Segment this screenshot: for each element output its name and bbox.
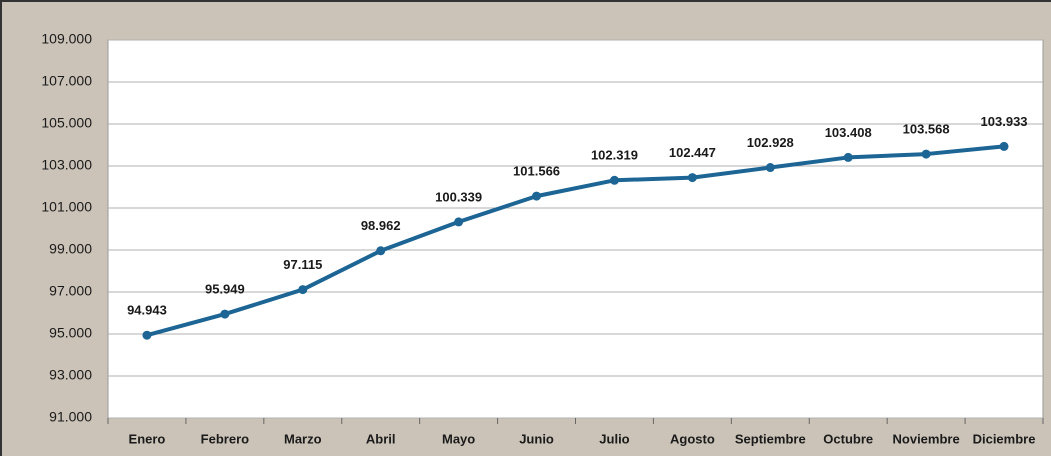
point bbox=[298, 285, 308, 295]
y-tick-label: 105.000 bbox=[41, 115, 92, 131]
x-tick-label: Noviembre bbox=[893, 431, 960, 446]
x-tick-label: Mayo bbox=[442, 431, 475, 446]
y-tick-label: 109.000 bbox=[41, 31, 92, 47]
point bbox=[765, 163, 775, 173]
x-tick-label: Junio bbox=[519, 431, 554, 446]
data-label: 103.568 bbox=[903, 122, 950, 137]
data-label: 95.949 bbox=[205, 282, 245, 297]
y-tick-label: 97.000 bbox=[49, 283, 92, 299]
point bbox=[376, 246, 386, 256]
x-tick-label: Febrero bbox=[201, 431, 249, 446]
data-label: 97.115 bbox=[283, 257, 322, 272]
point bbox=[220, 309, 230, 319]
x-tick-label: Agosto bbox=[670, 431, 715, 446]
y-tick-label: 95.000 bbox=[49, 325, 92, 341]
point bbox=[843, 152, 853, 162]
point bbox=[532, 191, 542, 201]
point bbox=[999, 141, 1009, 151]
y-tick-label: 103.000 bbox=[41, 157, 92, 173]
data-label: 103.933 bbox=[981, 114, 1028, 129]
data-label: 101.566 bbox=[513, 164, 560, 179]
data-label: 103.408 bbox=[825, 125, 872, 140]
x-tick-label: Marzo bbox=[284, 431, 322, 446]
data-label: 102.319 bbox=[591, 148, 638, 163]
data-label: 102.447 bbox=[669, 145, 716, 160]
plot-area bbox=[107, 39, 1044, 419]
x-tick-label: Septiembre bbox=[735, 431, 806, 446]
y-tick-label: 101.000 bbox=[41, 199, 92, 215]
data-label: 94.943 bbox=[127, 303, 167, 318]
point bbox=[609, 175, 619, 185]
point bbox=[142, 330, 152, 340]
point bbox=[687, 173, 697, 183]
data-label: 98.962 bbox=[361, 218, 401, 233]
x-tick-label: Diciembre bbox=[973, 431, 1036, 446]
y-tick-label: 91.000 bbox=[49, 409, 92, 425]
x-tick-label: Enero bbox=[129, 431, 166, 446]
point bbox=[454, 217, 464, 227]
y-tick-label: 93.000 bbox=[49, 367, 92, 383]
data-label: 100.339 bbox=[435, 189, 482, 204]
x-tick-label: Octubre bbox=[823, 431, 873, 446]
point bbox=[921, 149, 931, 159]
y-tick-label: 99.000 bbox=[49, 241, 92, 257]
x-tick-label: Abril bbox=[366, 431, 396, 446]
x-tick-label: Julio bbox=[599, 431, 629, 446]
y-tick-label: 107.000 bbox=[41, 73, 92, 89]
data-label: 102.928 bbox=[747, 135, 794, 150]
line bbox=[146, 144, 1005, 338]
